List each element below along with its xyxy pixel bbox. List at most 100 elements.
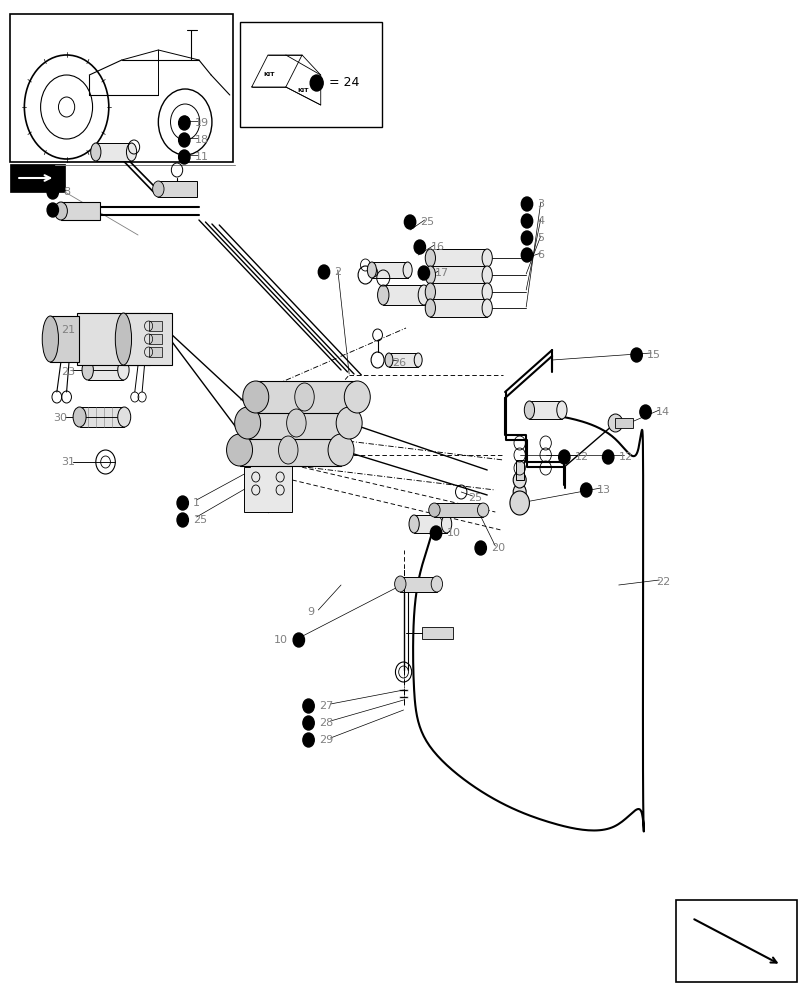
Ellipse shape (441, 515, 451, 533)
Ellipse shape (425, 283, 435, 301)
Bar (79, 407, 124, 427)
Bar (400, 577, 436, 592)
Text: 30: 30 (53, 413, 67, 423)
Ellipse shape (425, 266, 435, 284)
Text: 12: 12 (574, 452, 588, 462)
Text: 26: 26 (392, 358, 406, 368)
Ellipse shape (80, 317, 93, 339)
Ellipse shape (328, 434, 354, 466)
Ellipse shape (367, 262, 376, 278)
Bar (87, 317, 127, 339)
Text: 27: 27 (319, 701, 333, 711)
Bar (422, 627, 453, 639)
Ellipse shape (428, 503, 440, 517)
Ellipse shape (54, 202, 67, 220)
Polygon shape (243, 452, 292, 512)
Circle shape (607, 414, 622, 432)
Ellipse shape (402, 262, 412, 278)
Bar (148, 321, 161, 331)
Text: 3: 3 (537, 199, 544, 209)
Ellipse shape (118, 407, 131, 427)
Circle shape (513, 484, 526, 500)
Circle shape (521, 231, 532, 245)
Circle shape (521, 214, 532, 228)
Text: 10: 10 (274, 635, 288, 645)
Ellipse shape (524, 401, 534, 419)
Bar (430, 283, 487, 301)
Bar (430, 249, 487, 267)
Text: 2: 2 (334, 267, 341, 277)
Ellipse shape (425, 299, 435, 317)
Bar (10, 14, 233, 162)
Bar (255, 381, 357, 413)
Text: 17: 17 (434, 268, 448, 278)
Bar (676, 900, 796, 982)
Ellipse shape (482, 249, 491, 267)
Text: 7: 7 (63, 205, 71, 215)
Text: 9: 9 (307, 607, 314, 617)
Ellipse shape (425, 249, 435, 267)
Text: 14: 14 (655, 407, 669, 417)
Circle shape (177, 513, 188, 527)
Circle shape (303, 699, 314, 713)
Circle shape (177, 496, 188, 510)
Bar (88, 360, 123, 380)
Ellipse shape (556, 401, 566, 419)
Circle shape (47, 203, 58, 217)
Bar (434, 503, 483, 517)
Ellipse shape (115, 313, 131, 365)
Circle shape (602, 450, 613, 464)
Ellipse shape (394, 576, 406, 592)
Text: 16: 16 (430, 242, 444, 252)
Circle shape (178, 133, 190, 147)
Ellipse shape (42, 316, 58, 362)
Ellipse shape (431, 576, 442, 592)
Bar (388, 353, 418, 367)
Bar (414, 515, 446, 533)
Text: 1: 1 (193, 498, 200, 508)
Text: 25: 25 (468, 493, 482, 503)
Circle shape (630, 348, 642, 362)
Bar (430, 266, 487, 284)
Circle shape (47, 185, 58, 199)
Bar (383, 285, 423, 305)
Text: 25: 25 (420, 217, 434, 227)
Ellipse shape (234, 407, 260, 439)
Bar (148, 334, 161, 344)
Text: 11: 11 (195, 152, 208, 162)
Ellipse shape (344, 381, 370, 413)
Ellipse shape (414, 353, 422, 367)
Bar (10, 164, 65, 192)
Circle shape (303, 733, 314, 747)
Circle shape (430, 526, 441, 540)
Text: 19: 19 (195, 118, 208, 128)
Bar (61, 202, 100, 220)
Circle shape (639, 405, 650, 419)
Circle shape (558, 450, 569, 464)
Circle shape (509, 491, 529, 515)
Bar (615, 418, 633, 428)
Ellipse shape (127, 143, 136, 161)
Ellipse shape (286, 409, 306, 437)
Circle shape (418, 266, 429, 280)
Text: KIT: KIT (263, 72, 274, 77)
Circle shape (178, 150, 190, 164)
Text: 5: 5 (537, 233, 544, 243)
Ellipse shape (91, 143, 101, 161)
Bar (247, 407, 349, 439)
Bar (77, 313, 150, 365)
Ellipse shape (384, 353, 393, 367)
Circle shape (414, 240, 425, 254)
Ellipse shape (118, 360, 129, 380)
Text: 13: 13 (596, 485, 610, 495)
Circle shape (580, 483, 591, 497)
Text: 12: 12 (618, 452, 632, 462)
Circle shape (293, 633, 304, 647)
Bar (148, 347, 161, 357)
Bar (239, 434, 341, 466)
Ellipse shape (121, 317, 134, 339)
Bar (430, 299, 487, 317)
Text: = 24: = 24 (328, 77, 358, 90)
Ellipse shape (278, 436, 298, 464)
Ellipse shape (377, 285, 388, 305)
